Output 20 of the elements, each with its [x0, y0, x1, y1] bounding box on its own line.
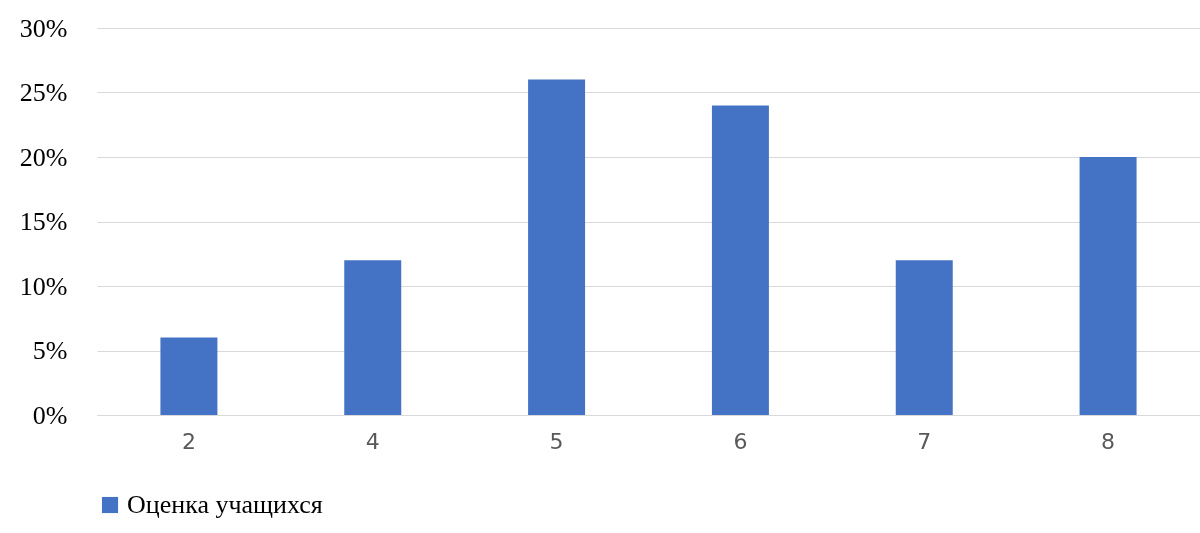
x-tick-label: 5	[549, 428, 564, 454]
x-tick-label: 4	[365, 428, 380, 454]
bar	[528, 79, 586, 415]
bar	[1079, 157, 1137, 415]
y-tick-label: 20%	[19, 142, 68, 172]
bar	[344, 260, 402, 415]
bar	[711, 105, 769, 415]
x-tick-label: 6	[733, 428, 748, 454]
x-tick-label: 8	[1101, 428, 1116, 454]
x-tick-label: 2	[181, 428, 196, 454]
y-tick-label: 25%	[19, 78, 68, 107]
x-tick-label: 7	[917, 428, 932, 454]
bar	[895, 260, 953, 415]
y-tick-label: 30%	[19, 13, 68, 43]
y-tick-label: 5%	[32, 336, 68, 365]
legend-label: Оценка учащихся	[127, 490, 323, 519]
y-tick-label: 10%	[19, 271, 68, 301]
bar	[160, 337, 218, 415]
y-tick-label: 0%	[32, 400, 68, 430]
y-tick-label: 15%	[19, 207, 68, 236]
